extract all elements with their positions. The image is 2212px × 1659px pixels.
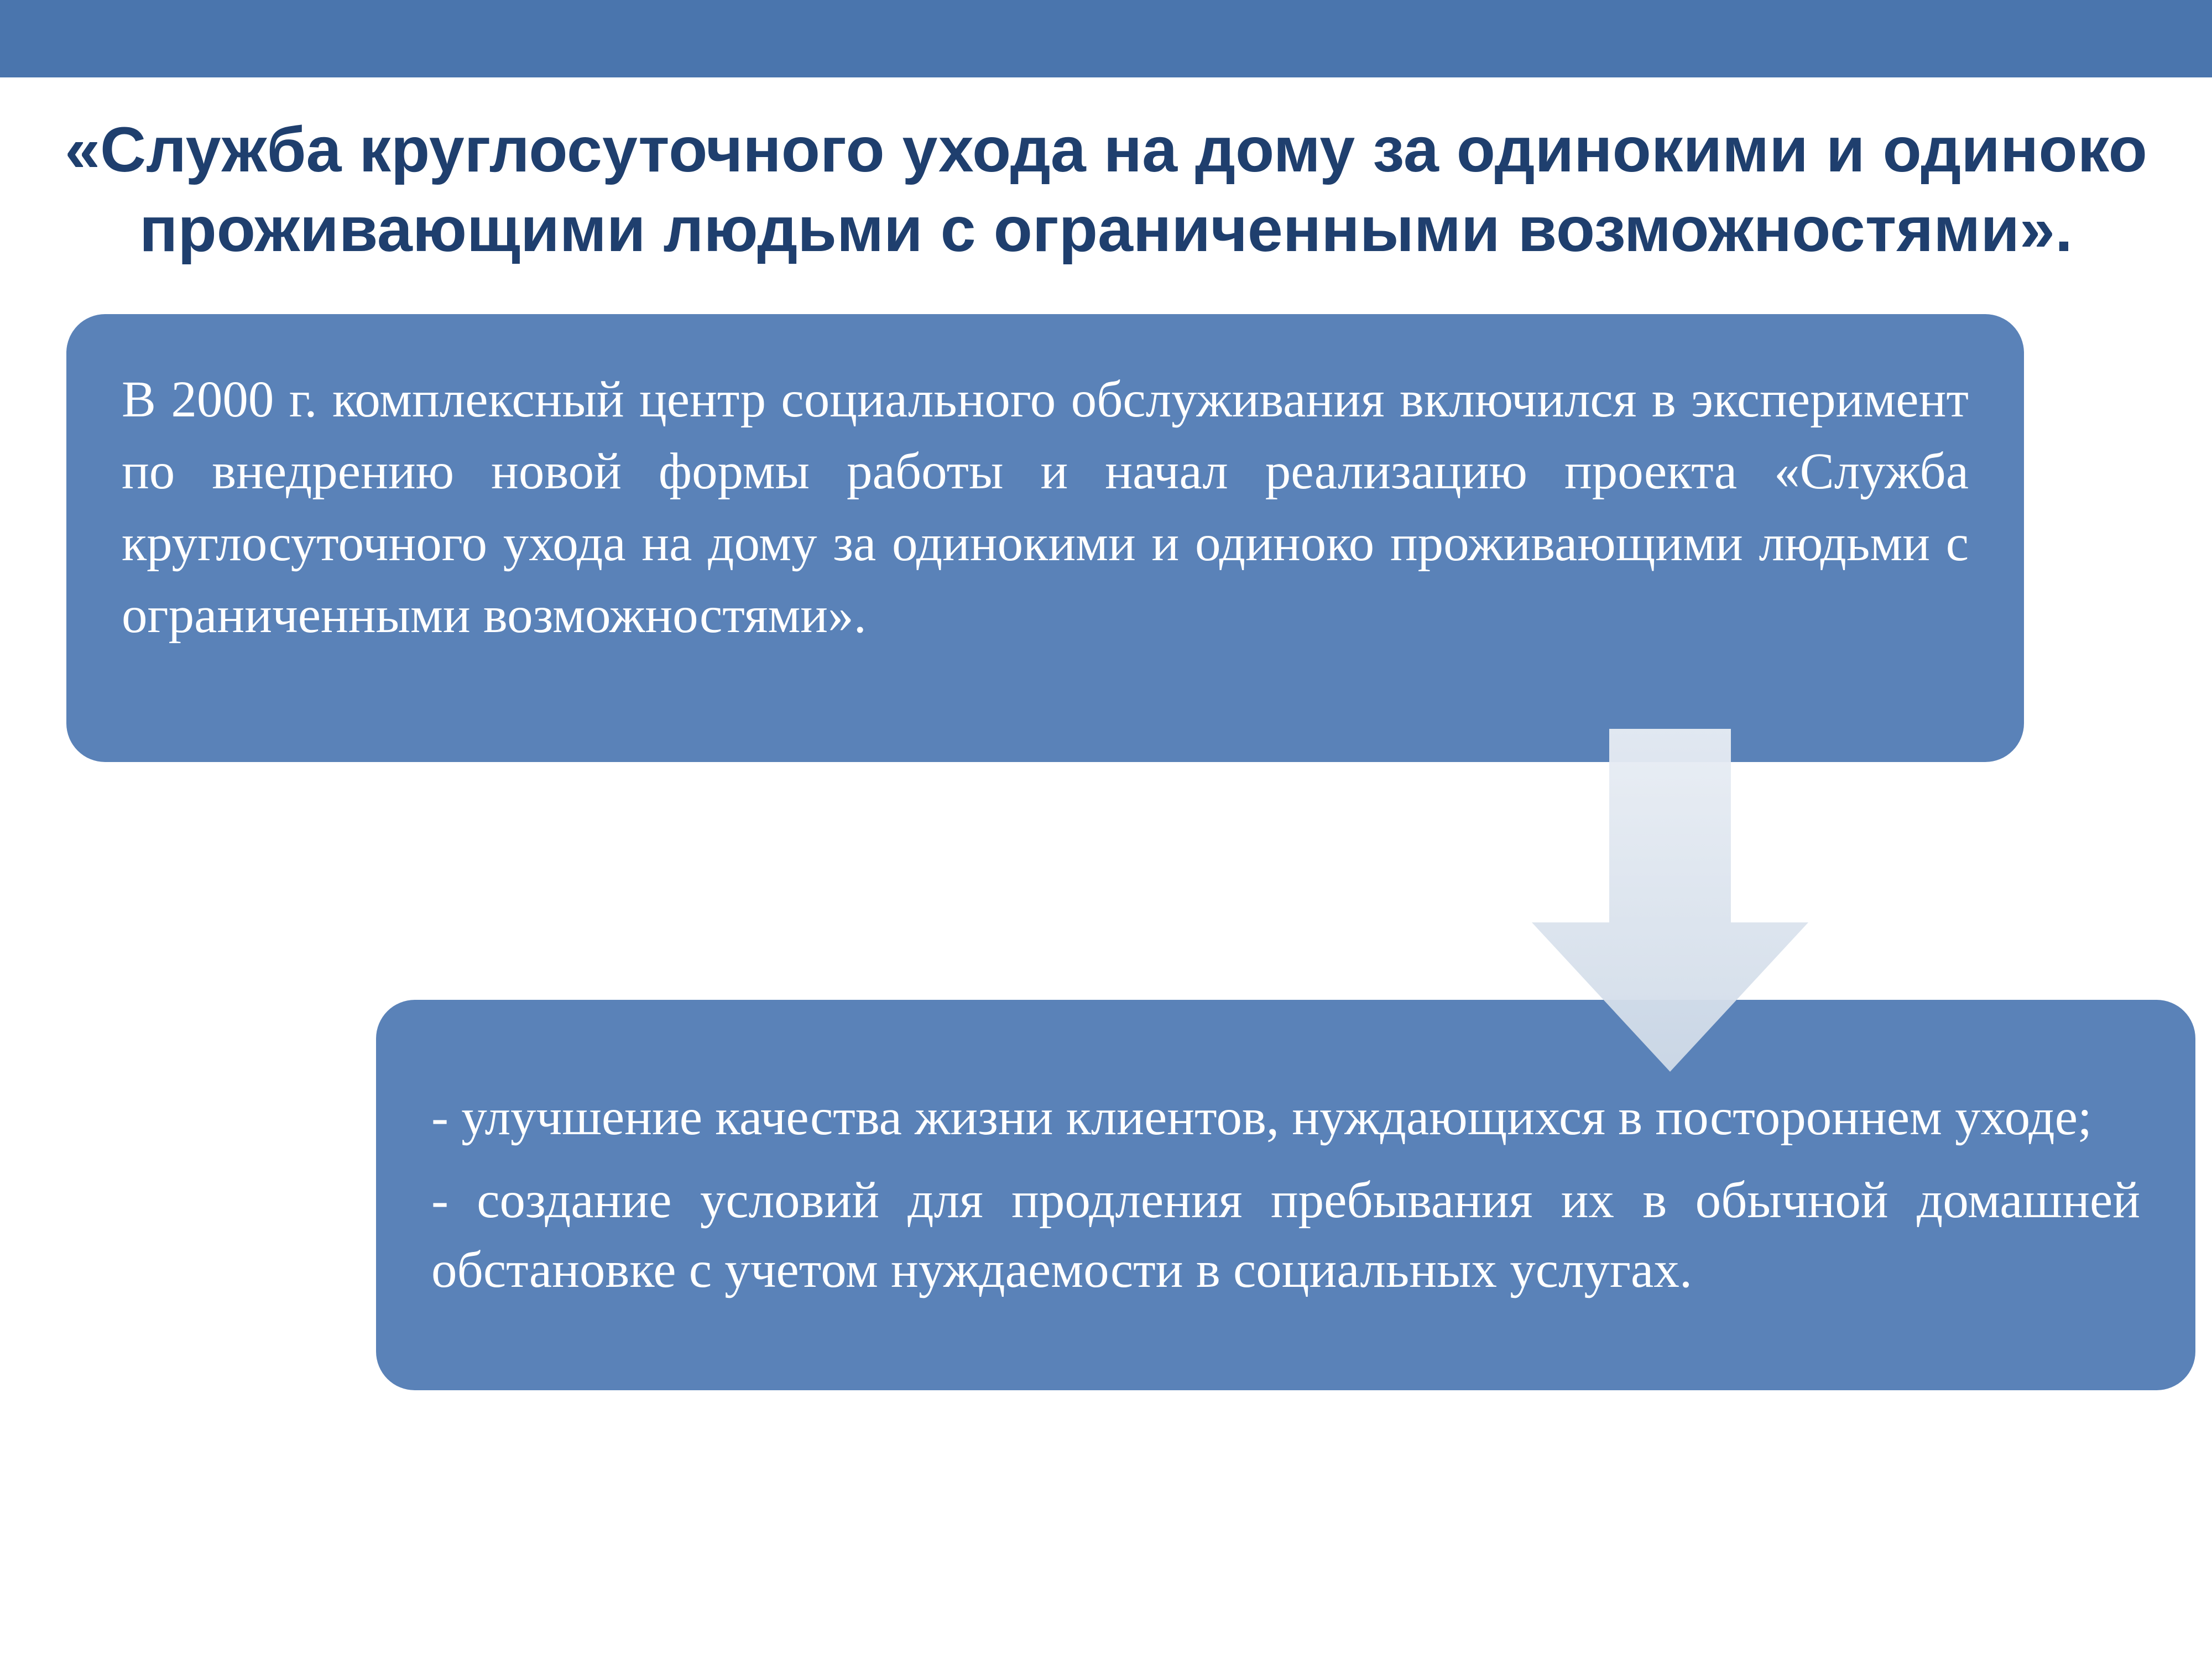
goal-item-2: - создание условий для продления пребыва… (431, 1166, 2140, 1305)
top-bar (0, 0, 2212, 77)
arrow-down-icon (1532, 729, 1808, 1072)
goals-box: - улучшение качества жизни клиентов, нуж… (376, 1000, 2195, 1391)
page-title: «Служба круглосуточного ухода на дому за… (0, 77, 2212, 292)
goal-item-1: - улучшение качества жизни клиентов, нуж… (431, 1083, 2140, 1152)
intro-text: В 2000 г. комплексный центр социального … (122, 371, 1969, 644)
content-area: В 2000 г. комплексный центр социального … (0, 292, 2212, 314)
intro-box: В 2000 г. комплексный центр социального … (66, 314, 2024, 763)
